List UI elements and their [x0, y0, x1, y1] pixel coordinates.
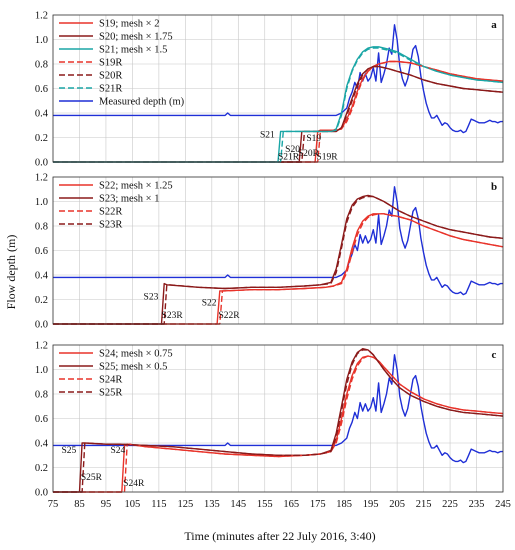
legend-label: S19R — [99, 58, 122, 69]
y-tick-label: 0.4 — [35, 109, 49, 120]
panel-b: 0.00.20.40.60.81.01.2S23S23RS22S22RS22; … — [35, 173, 504, 331]
series-annotation: S22R — [218, 311, 240, 321]
y-tick-label: 0.8 — [35, 222, 48, 233]
y-tick-label: 1.0 — [35, 365, 48, 376]
y-tick-label: 0.6 — [35, 414, 48, 425]
legend: S24; mesh × 0.75 S25; mesh × 0.5 S24R S25R — [59, 349, 173, 399]
x-tick-label: 95 — [101, 499, 112, 510]
series-annotation: S22 — [202, 299, 217, 309]
panel-c: 0.00.20.40.60.81.01.2S25S25RS24S24RS24; … — [35, 341, 504, 499]
y-tick-label: 0.8 — [35, 60, 48, 71]
series-s22r — [53, 213, 504, 325]
x-tick-label: 235 — [469, 499, 485, 510]
x-tick-label: 245 — [495, 499, 511, 510]
y-tick-label: 0.4 — [35, 271, 49, 282]
x-tick-label: 135 — [204, 499, 220, 510]
legend-label: S24R — [99, 375, 122, 386]
plot-frame — [52, 14, 504, 163]
x-tick-label: 105 — [125, 499, 141, 510]
series-annotation: S20 — [285, 145, 300, 155]
series-annotation: S19 — [306, 134, 321, 144]
legend-label: S23; mesh × 1 — [99, 194, 159, 205]
legend-label: S24; mesh × 0.75 — [99, 349, 173, 360]
x-tick-label: 165 — [283, 499, 299, 510]
chart-panels: 0.00.20.40.60.81.01.2S21S20S19S21RS20RS1… — [35, 11, 504, 499]
x-tick-label: 125 — [177, 499, 193, 510]
series-annotation: S24R — [123, 479, 145, 489]
series-annotation: S25 — [61, 446, 76, 456]
series-measured-depth — [53, 354, 503, 464]
legend-label: S25; mesh × 0.5 — [99, 362, 167, 373]
y-tick-label: 0.4 — [35, 439, 49, 450]
x-tick-label: 75 — [48, 499, 59, 510]
y-tick-label: 0.0 — [35, 158, 48, 169]
y-tick-label: 0.6 — [35, 246, 48, 257]
legend-label: S21; mesh × 1.5 — [99, 45, 167, 56]
series-s21r — [53, 47, 504, 163]
series-measured-depth — [53, 186, 503, 296]
y-tick-label: 0.2 — [35, 295, 48, 306]
y-tick-label: 1.2 — [35, 11, 48, 22]
x-axis-title: Time (minutes after 22 July 2016, 3:40) — [184, 529, 375, 543]
series-annotation: S24 — [110, 446, 125, 456]
y-tick-label: 0.2 — [35, 133, 48, 144]
series-s24r — [53, 355, 504, 493]
x-tick-label: 145 — [230, 499, 246, 510]
y-tick-label: 0.0 — [35, 320, 48, 331]
y-axis-title: Flow depth (m) — [4, 235, 18, 310]
y-tick-label: 0.8 — [35, 390, 48, 401]
x-tick-label: 155 — [257, 499, 273, 510]
y-tick-label: 0.6 — [35, 84, 48, 95]
x-tick-label: 215 — [416, 499, 432, 510]
legend-label: S20R — [99, 71, 122, 82]
legend: S19; mesh × 2 S20; mesh × 1.75 S21; mesh ×… — [59, 19, 185, 108]
y-tick-label: 1.2 — [35, 341, 48, 352]
panel-a: 0.00.20.40.60.81.01.2S21S20S19S21RS20RS1… — [35, 11, 504, 169]
series-annotation: S21R — [278, 153, 300, 163]
panel-label: a — [491, 19, 497, 31]
x-tick-label: 225 — [442, 499, 458, 510]
series-annotation: S23 — [144, 293, 159, 303]
legend-label: S20; mesh × 1.75 — [99, 32, 173, 43]
legend-label: S21R — [99, 84, 122, 95]
x-tick-label: 175 — [310, 499, 326, 510]
series-annotation: S19R — [316, 153, 338, 163]
legend-label: S22R — [99, 207, 122, 218]
x-tick-label: 195 — [363, 499, 379, 510]
x-tick-label: 185 — [336, 499, 352, 510]
x-tick-label: 115 — [151, 499, 166, 510]
x-tick-label: 205 — [389, 499, 405, 510]
x-axis-tick-labels: 75 85 95 105 115 125 135 145 155 165 175 185 195 205 2… — [48, 499, 511, 510]
y-tick-label: 1.2 — [35, 173, 48, 184]
series-s23r — [53, 195, 504, 325]
y-tick-label: 1.0 — [35, 197, 48, 208]
legend-label: S19; mesh × 2 — [99, 19, 159, 30]
series-annotation: S21 — [260, 131, 275, 141]
legend-label: Measured depth (m) — [99, 97, 185, 108]
x-tick-label: 85 — [74, 499, 85, 510]
series-annotation: S25R — [81, 473, 103, 483]
y-tick-label: 0.0 — [35, 488, 48, 499]
series-annotation: S23R — [162, 311, 184, 321]
legend-label: S22; mesh × 1.25 — [99, 181, 173, 192]
plot-frame — [52, 344, 504, 493]
series-annotation: S20R — [298, 149, 320, 159]
series-s25r — [53, 349, 504, 493]
y-tick-label: 0.2 — [35, 463, 48, 474]
panel-label: c — [492, 349, 497, 361]
legend: S22; mesh × 1.25 S23; mesh × 1 S22R S23R — [59, 181, 173, 231]
y-tick-label: 1.0 — [35, 35, 48, 46]
plot-frame — [52, 176, 504, 325]
panel-label: b — [491, 181, 497, 193]
legend-label: S23R — [99, 220, 122, 231]
series-measured-depth — [53, 24, 503, 134]
legend-label: S25R — [99, 388, 122, 399]
